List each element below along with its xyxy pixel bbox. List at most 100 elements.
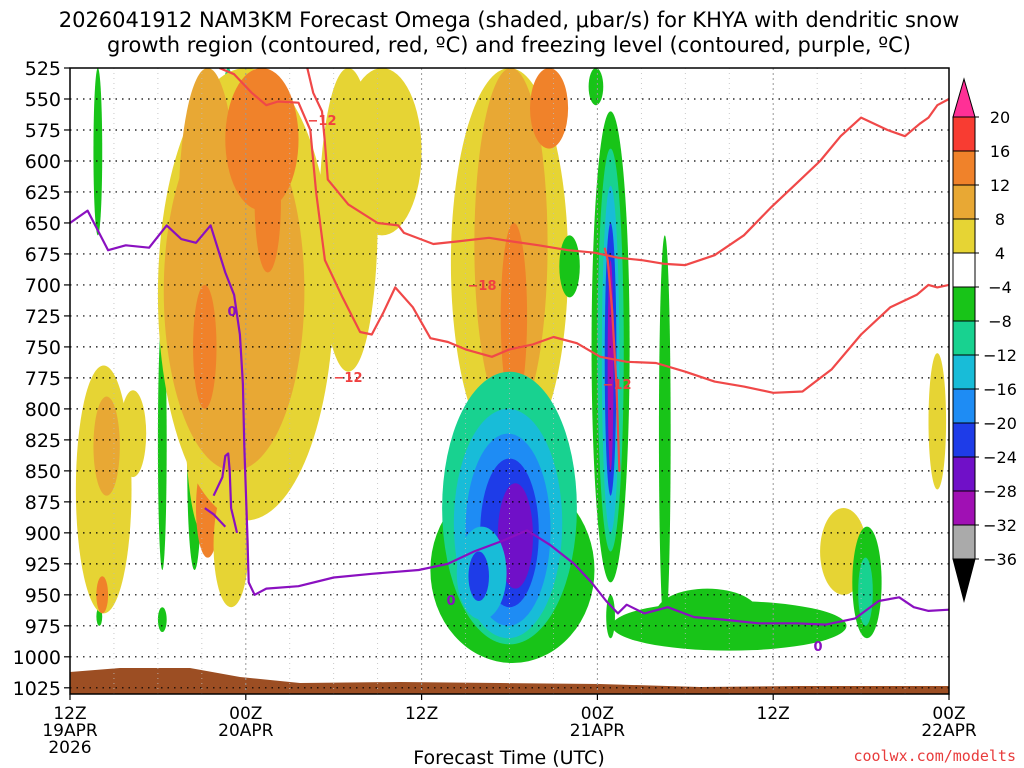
colorbar-segment bbox=[952, 422, 976, 458]
y-tick-label: 1000 bbox=[13, 647, 61, 669]
omega-cell bbox=[178, 68, 238, 360]
omega-cell bbox=[193, 284, 217, 409]
omega-cell bbox=[559, 235, 580, 298]
omega-cell bbox=[93, 396, 120, 496]
x-tick-label: 00Z bbox=[932, 704, 965, 724]
y-tick-label: 950 bbox=[25, 585, 61, 607]
y-tick-label: 675 bbox=[25, 244, 61, 266]
freezing-level-line bbox=[204, 507, 227, 528]
omega-cell bbox=[928, 353, 947, 490]
freezing-level-line bbox=[70, 209, 949, 626]
omega-cell bbox=[254, 129, 281, 273]
contour-label-freezing-a: 0 bbox=[227, 305, 236, 320]
colorbar-label: −32 bbox=[983, 516, 1017, 535]
plot-area: −12 −18 −12 −12 0 0 0 bbox=[70, 68, 949, 694]
colorbar-label: 4 bbox=[995, 244, 1005, 263]
y-tick-label: 550 bbox=[25, 89, 61, 111]
omega-cell bbox=[530, 68, 569, 149]
contour-label-dgz-lower: −12 bbox=[334, 371, 363, 386]
x-axis-label: Forecast Time (UTC) bbox=[413, 747, 604, 768]
colorbar-segment bbox=[952, 320, 976, 356]
x-tick-label: 2026 bbox=[48, 738, 91, 758]
colorbar-segment bbox=[952, 252, 976, 288]
x-tick-label: 21APR bbox=[570, 721, 626, 741]
colorbar-cap-bottom bbox=[952, 558, 976, 603]
colorbar-label: 12 bbox=[990, 176, 1010, 195]
y-tick-label: 600 bbox=[25, 151, 61, 173]
y-tick-label: 875 bbox=[25, 492, 61, 514]
colorbar-label: −4 bbox=[988, 278, 1012, 297]
y-tick-label: 900 bbox=[25, 523, 61, 545]
contour-label-dgz-upper: −12 bbox=[308, 114, 337, 129]
y-tick-label: 1025 bbox=[13, 678, 61, 700]
colorbar-segment bbox=[952, 218, 976, 254]
x-tick-label: 12Z bbox=[757, 704, 790, 724]
omega-cell bbox=[342, 68, 422, 236]
y-tick-label: 975 bbox=[25, 616, 61, 638]
colorbar-segment bbox=[952, 388, 976, 424]
omega-cell bbox=[96, 576, 109, 614]
colorbar-label: −24 bbox=[983, 448, 1017, 467]
contour-label-dgz-core: −12 bbox=[603, 378, 632, 393]
y-tick-label: 850 bbox=[25, 461, 61, 483]
dgz-contour-line bbox=[218, 68, 949, 394]
colorbar-segment bbox=[952, 184, 976, 220]
x-tick-label: 00Z bbox=[581, 704, 614, 724]
dgz-contour-line bbox=[603, 247, 621, 472]
y-tick-label: 800 bbox=[25, 399, 61, 421]
y-axis: 525 550 575 600 625 650 675 700 725 750 775 800 825 8… bbox=[13, 58, 70, 700]
omega-cell bbox=[93, 68, 103, 236]
omega-cell bbox=[500, 222, 528, 409]
terrain-band bbox=[70, 668, 949, 694]
colorbar-label: −28 bbox=[983, 482, 1017, 501]
dendritic-growth-contours bbox=[218, 68, 949, 472]
colorbar-label: 8 bbox=[995, 210, 1005, 229]
freezing-level-line bbox=[212, 452, 239, 534]
x-tick-label: 00Z bbox=[229, 704, 262, 724]
omega-cell bbox=[119, 390, 147, 478]
x-tick-label: 12Z bbox=[405, 704, 438, 724]
y-tick-label: 825 bbox=[25, 430, 61, 452]
colorbar-segment bbox=[952, 456, 976, 492]
colorbar-cap-top bbox=[952, 77, 976, 118]
y-tick-label: 725 bbox=[25, 306, 61, 328]
x-tick-label: 12Z bbox=[53, 704, 86, 724]
dgz-contour-line bbox=[306, 68, 949, 267]
omega-cell bbox=[157, 607, 167, 633]
omega-cell bbox=[658, 235, 671, 633]
colorbar-label: −36 bbox=[983, 550, 1017, 569]
chart-title-line-2: growth region (contoured, red, ºC) and f… bbox=[107, 33, 911, 57]
chart-title-line-1: 2026041912 NAM3KM Forecast Omega (shaded… bbox=[59, 8, 960, 32]
y-tick-label: 575 bbox=[25, 120, 61, 142]
credit-text: coolwx.com/modelts bbox=[853, 747, 1016, 765]
x-tick-label: 22APR bbox=[921, 721, 977, 741]
colorbar-label: 16 bbox=[990, 142, 1010, 161]
y-tick-label: 750 bbox=[25, 337, 61, 359]
plot-frame bbox=[69, 67, 950, 695]
colorbar-label: 20 bbox=[990, 108, 1010, 127]
y-tick-label: 925 bbox=[25, 554, 61, 576]
omega-cell bbox=[656, 588, 759, 639]
colorbar-segment bbox=[952, 150, 976, 186]
omega-cell bbox=[588, 68, 604, 106]
contour-label-freezing-c: 0 bbox=[813, 640, 822, 655]
colorbar-label: −20 bbox=[983, 414, 1017, 433]
contour-label-dgz-mid: −18 bbox=[468, 279, 497, 294]
colorbar-label: −8 bbox=[988, 312, 1012, 331]
y-tick-label: 525 bbox=[25, 58, 61, 80]
colorbar-segment bbox=[952, 524, 976, 560]
colorbar-segment bbox=[952, 286, 976, 322]
colorbar-segment bbox=[952, 116, 976, 152]
x-tick-label: 20APR bbox=[218, 721, 274, 741]
y-tick-label: 775 bbox=[25, 368, 61, 390]
contour-label-freezing-b: 0 bbox=[446, 594, 455, 609]
colorbar-segment bbox=[952, 354, 976, 390]
y-tick-label: 650 bbox=[25, 213, 61, 235]
y-tick-label: 625 bbox=[25, 182, 61, 204]
freezing-level-contours bbox=[70, 209, 949, 626]
contour-labels: −12 −18 −12 −12 0 0 0 bbox=[227, 114, 822, 655]
colorbar-segment bbox=[952, 490, 976, 526]
colorbar-label: −12 bbox=[983, 346, 1017, 365]
